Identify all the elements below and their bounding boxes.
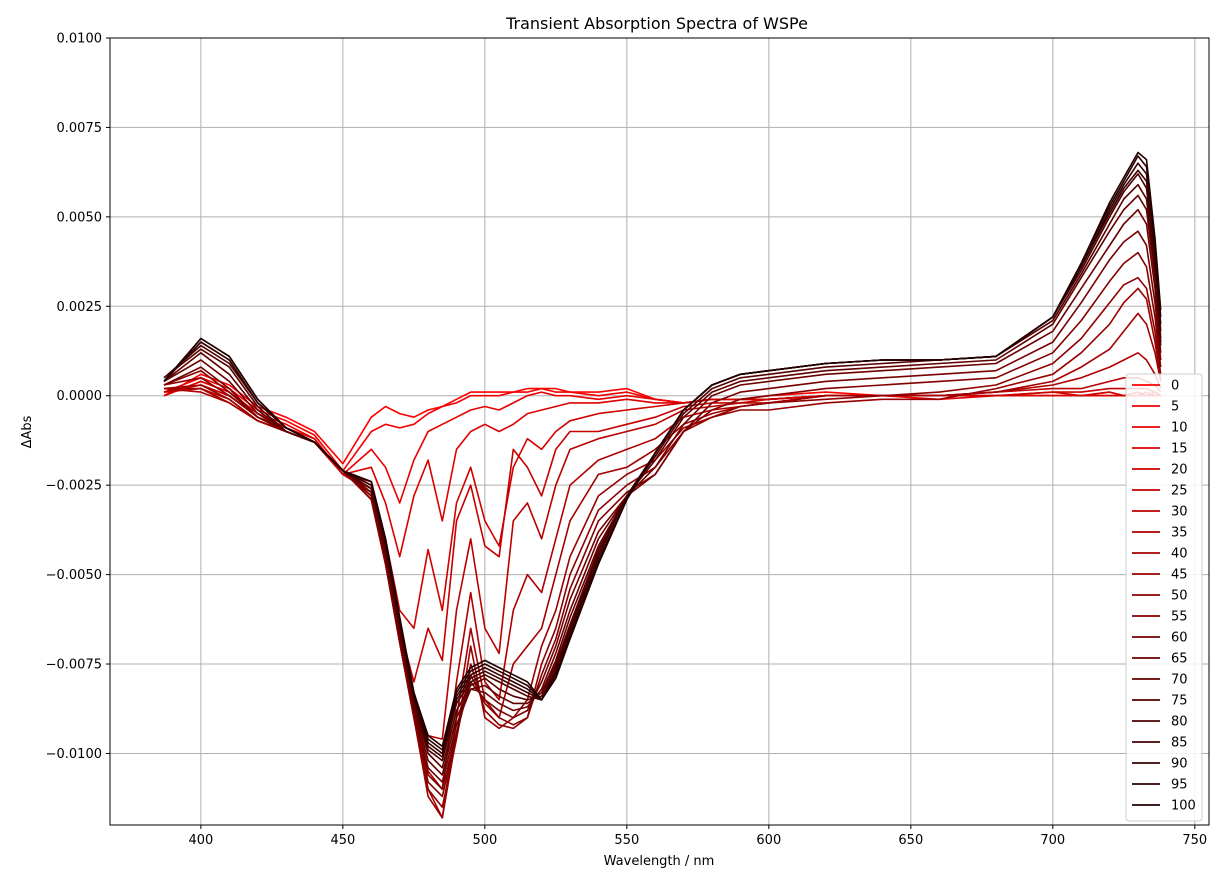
x-axis-label: Wavelength / nm — [604, 854, 715, 869]
legend-label: 35 — [1171, 526, 1188, 541]
legend-label: 100 — [1171, 799, 1196, 814]
legend-box — [1125, 373, 1203, 822]
x-tick-label: 700 — [1040, 833, 1065, 848]
legend-label: 85 — [1171, 736, 1188, 751]
legend-label: 90 — [1171, 757, 1188, 772]
legend-label: 20 — [1171, 463, 1188, 478]
series-line-75 — [163, 183, 1162, 769]
plot-frame — [109, 37, 1210, 826]
legend-label: 15 — [1171, 442, 1188, 457]
chart-title: Transient Absorption Spectra of WSPe — [505, 14, 808, 33]
legend-label: 10 — [1171, 421, 1188, 436]
y-axis-label: ΔAbs — [20, 415, 35, 448]
x-tick-label: 400 — [188, 833, 213, 848]
legend-label: 55 — [1171, 610, 1188, 625]
x-tick-label: 450 — [330, 833, 355, 848]
series-lines — [163, 151, 1162, 819]
series-line-65 — [163, 208, 1162, 783]
series-line-100 — [163, 151, 1162, 748]
legend-label: 0 — [1171, 379, 1179, 394]
legend-label: 80 — [1171, 715, 1188, 730]
y-tick-label: 0.0050 — [57, 210, 103, 225]
legend: 0 5 10 15 20 25 30 35 40 45 50 55 60 65 70 75 80 85 90 95 10… — [1125, 373, 1203, 822]
y-tick-label: −0.0025 — [46, 479, 102, 494]
legend-label: 65 — [1171, 652, 1188, 667]
y-axis-ticks: −0.0100 −0.0075 −0.0050 −0.0025 0.0000 0.0025… — [46, 32, 110, 762]
y-tick-label: 0.0100 — [57, 32, 103, 47]
x-tick-label: 500 — [472, 833, 497, 848]
x-tick-label: 600 — [756, 833, 781, 848]
legend-label: 75 — [1171, 694, 1188, 709]
x-tick-label: 650 — [898, 833, 923, 848]
x-tick-label: 550 — [614, 833, 639, 848]
legend-label: 5 — [1171, 400, 1179, 415]
series-line-25 — [163, 384, 1162, 683]
y-tick-label: −0.0050 — [46, 568, 102, 583]
legend-label: 30 — [1171, 505, 1188, 520]
series-line-30 — [163, 376, 1162, 740]
legend-label: 25 — [1171, 484, 1188, 499]
x-tick-label: 750 — [1182, 833, 1207, 848]
legend-label: 60 — [1171, 631, 1188, 646]
y-tick-label: −0.0100 — [46, 747, 102, 762]
legend-label: 95 — [1171, 778, 1188, 793]
legend-label: 70 — [1171, 673, 1188, 688]
y-tick-label: 0.0075 — [57, 121, 103, 136]
legend-label: 40 — [1171, 547, 1188, 562]
y-tick-label: 0.0000 — [57, 389, 103, 404]
legend-label: 45 — [1171, 568, 1188, 583]
series-line-20 — [163, 384, 1162, 630]
series-line-50 — [163, 276, 1162, 808]
y-tick-label: 0.0025 — [57, 300, 103, 315]
x-axis-ticks: 400 450 500 550 600 650 700 750 — [188, 825, 1207, 848]
y-tick-label: −0.0075 — [46, 658, 102, 673]
series-line-15 — [163, 380, 1161, 558]
legend-label: 50 — [1171, 589, 1188, 604]
series-line-60 — [163, 230, 1162, 791]
